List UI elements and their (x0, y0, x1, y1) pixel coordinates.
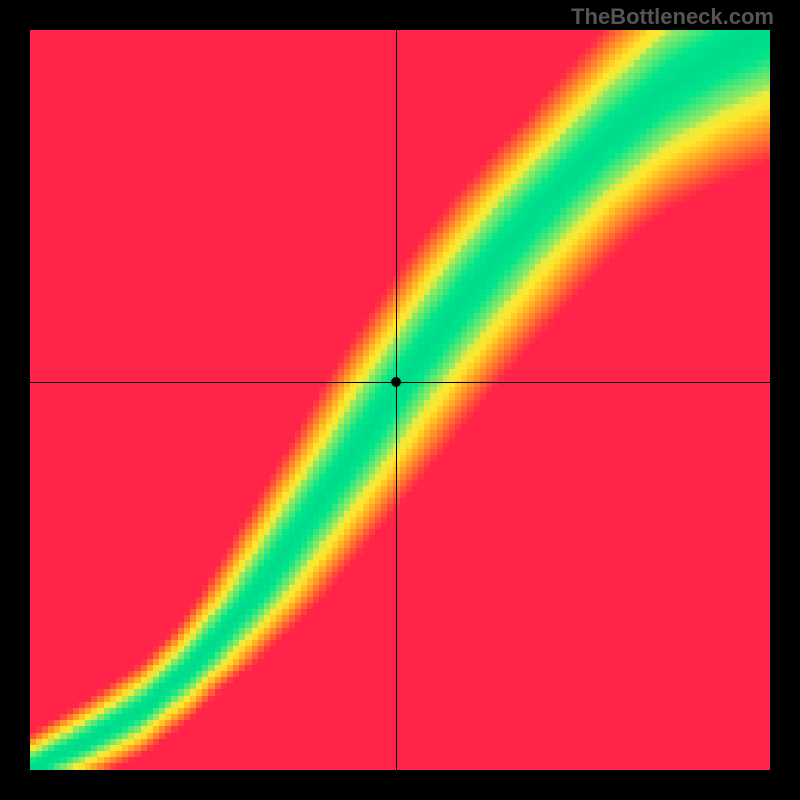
selected-point-marker (391, 377, 401, 387)
chart-container: TheBottleneck.com (0, 0, 800, 800)
bottleneck-heatmap (30, 30, 770, 770)
watermark-text: TheBottleneck.com (571, 4, 774, 30)
crosshair-vertical (396, 30, 397, 770)
